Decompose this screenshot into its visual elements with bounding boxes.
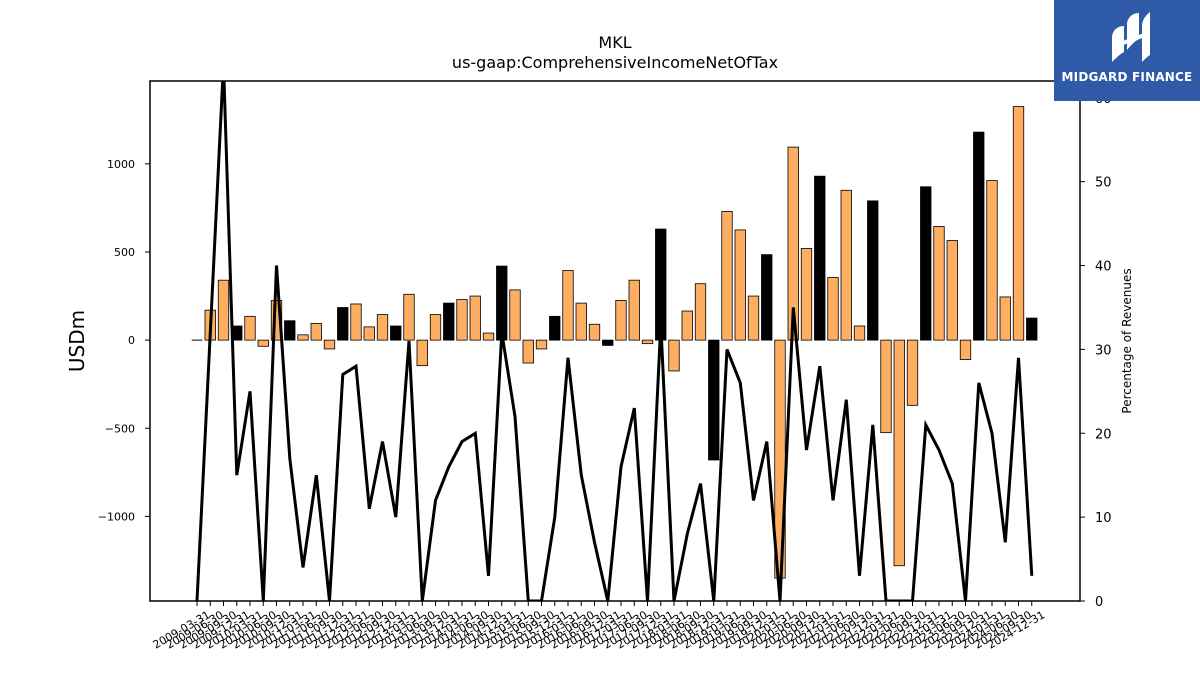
y-tick-label: 0 xyxy=(128,334,135,347)
bar xyxy=(429,314,442,341)
bar xyxy=(708,339,720,461)
y-tick-label: 500 xyxy=(114,246,135,259)
bar xyxy=(681,310,693,341)
bar xyxy=(509,289,521,341)
bar xyxy=(986,180,998,341)
bar xyxy=(562,270,574,341)
bar xyxy=(893,339,905,567)
bar xyxy=(628,279,640,341)
bar xyxy=(655,228,667,341)
bar xyxy=(390,325,402,341)
bar xyxy=(761,254,773,341)
bar xyxy=(800,248,813,341)
chart-subtitle: us-gaap:ComprehensiveIncomeNetOfTax xyxy=(452,53,778,72)
bar xyxy=(999,296,1011,341)
y2-tick-label: 40 xyxy=(1095,260,1112,275)
bar xyxy=(959,339,972,360)
bar xyxy=(973,131,985,341)
bar xyxy=(906,339,919,406)
bar xyxy=(853,325,866,341)
bar xyxy=(734,229,746,341)
bar xyxy=(482,332,495,341)
bar xyxy=(946,240,958,341)
logo-text: MIDGARD FINANCE xyxy=(1061,70,1193,84)
bar xyxy=(880,339,892,434)
y2-tick-label: 10 xyxy=(1095,511,1112,526)
y-tick-label: −1000 xyxy=(98,510,135,523)
y2-tick-label: 20 xyxy=(1095,427,1112,442)
bar xyxy=(535,339,548,350)
bar xyxy=(416,339,428,367)
bar xyxy=(867,200,879,341)
bar xyxy=(284,320,296,341)
bar xyxy=(363,326,375,341)
bar xyxy=(310,322,322,341)
y-tick-label: −500 xyxy=(105,422,135,435)
bars-layer xyxy=(191,106,1038,579)
bar xyxy=(721,211,733,341)
bar xyxy=(217,279,230,341)
axes-layer: −1000−5000500100001020304050602009-03-31… xyxy=(98,80,1112,652)
y2-tick-label: 30 xyxy=(1095,343,1112,358)
bar xyxy=(443,302,455,341)
bar xyxy=(933,226,945,341)
chart-title: MKL xyxy=(598,33,631,52)
logo-mark-icon xyxy=(1112,12,1150,62)
bar xyxy=(840,189,852,341)
bar xyxy=(602,339,614,346)
bar xyxy=(814,175,826,341)
bar xyxy=(350,303,362,341)
y2-tick-label: 0 xyxy=(1095,595,1103,610)
y-axis-label: USDm xyxy=(65,310,89,372)
bar xyxy=(920,186,932,341)
bar xyxy=(747,295,760,341)
bar xyxy=(1012,106,1025,341)
bar xyxy=(549,315,561,341)
brand-logo: MIDGARD FINANCE xyxy=(1054,0,1200,101)
bar xyxy=(575,302,587,341)
bar xyxy=(244,315,256,341)
bar xyxy=(522,339,534,364)
bar xyxy=(403,293,415,341)
y-tick-label: 1000 xyxy=(107,158,135,171)
bar xyxy=(297,334,309,341)
revenue-percentage-line xyxy=(195,81,1034,601)
bar xyxy=(827,277,839,341)
bar xyxy=(323,339,336,350)
bar xyxy=(1026,317,1038,341)
bar xyxy=(668,339,680,372)
y2-axis-label: Percentage of Revenues xyxy=(1120,268,1134,413)
bar xyxy=(456,299,468,341)
bar xyxy=(694,283,707,341)
plot-frame xyxy=(149,80,1081,602)
bar xyxy=(337,307,349,341)
y2-tick-label: 50 xyxy=(1095,176,1112,191)
bar xyxy=(588,323,601,341)
bar xyxy=(376,314,389,341)
bar xyxy=(641,339,654,345)
bar xyxy=(615,300,627,341)
line-layer xyxy=(195,81,1034,601)
bar xyxy=(469,295,481,341)
bar xyxy=(257,339,269,347)
bar xyxy=(496,265,508,341)
